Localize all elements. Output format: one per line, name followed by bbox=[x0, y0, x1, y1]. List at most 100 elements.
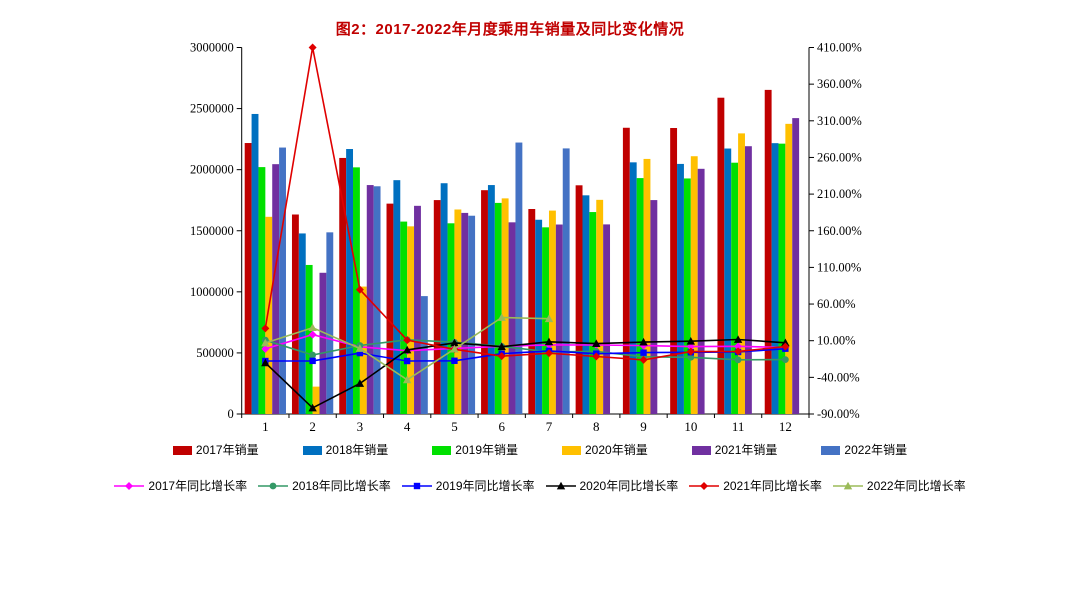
bar-2020年销量-m4 bbox=[407, 226, 415, 414]
legend-label-2022年销量: 2022年销量 bbox=[844, 443, 908, 457]
marker-2020年同比增长率-m8 bbox=[592, 339, 601, 348]
marker-2022年同比增长率-m7 bbox=[544, 314, 554, 323]
marker-2020年同比增长率-m7 bbox=[544, 337, 554, 346]
bar-series-2019年销量 bbox=[258, 143, 786, 414]
bar-2019年销量-m10 bbox=[683, 178, 691, 414]
legend-marker-2019年同比增长率 bbox=[413, 482, 420, 490]
marker-2020年同比增长率-m4 bbox=[402, 345, 412, 354]
bar-2018年销量-m1 bbox=[251, 113, 259, 415]
legend-item-2019年销量: 2019年销量 bbox=[432, 443, 518, 457]
bar-2018年销量-m10 bbox=[677, 163, 684, 414]
line-series-2020年同比增长率 bbox=[261, 335, 790, 412]
legend-line-swatch-2018年同比增长率 bbox=[258, 482, 289, 490]
bar-2018年销量-m7 bbox=[535, 219, 543, 414]
bar-2018年销量-m6 bbox=[487, 185, 495, 414]
marker-2021年同比增长率-m10 bbox=[686, 347, 695, 356]
bar-2020年销量-m2 bbox=[312, 386, 320, 414]
marker-2021年同比增长率-m12 bbox=[781, 342, 790, 351]
legend-swatch-2018年销量 bbox=[302, 445, 322, 455]
bar-2021年销量-m4 bbox=[414, 205, 421, 414]
bar-2020年销量-m9 bbox=[643, 158, 651, 414]
bar-2021年销量-m5 bbox=[461, 212, 469, 414]
legend-sales-row: 2017年销量 2018年销量 2019年销量 2020年销量 2021年销量 2022年… bbox=[0, 443, 1080, 457]
left-axis-tick-label: 1500000 bbox=[190, 224, 234, 238]
x-axis-label-month-2: 2 bbox=[309, 419, 316, 434]
bar-2019年销量-m5 bbox=[447, 223, 455, 414]
marker-2022年同比增长率-m2 bbox=[308, 323, 317, 332]
legend-label-2019年同比增长率: 2019年同比增长率 bbox=[435, 479, 535, 493]
line-path-2020年同比增长率 bbox=[264, 338, 786, 409]
x-axis-label-month-7: 7 bbox=[546, 419, 553, 434]
marker-2021年同比增长率-m11 bbox=[734, 347, 743, 356]
right-axis-tick-label: 360.00% bbox=[817, 77, 862, 91]
line-path-2021年同比增长率 bbox=[264, 47, 786, 361]
bar-2020年销量-m12 bbox=[785, 123, 793, 414]
bar-2021年销量-m10 bbox=[697, 168, 705, 414]
marker-2020年同比增长率-m11 bbox=[733, 335, 743, 343]
bar-2022年销量-m3 bbox=[373, 186, 381, 414]
bar-series-2018年销量 bbox=[251, 113, 779, 415]
bar-2019年销量-m9 bbox=[636, 178, 644, 414]
legend-swatch-2022年销量 bbox=[821, 445, 841, 455]
bar-2018年销量-m2 bbox=[298, 233, 306, 414]
marker-2020年同比增长率-m5 bbox=[450, 338, 459, 347]
marker-2018年同比增长率-m10 bbox=[687, 353, 695, 361]
bar-2020年销量-m7 bbox=[548, 210, 556, 414]
bar-2020年销量-m1 bbox=[265, 216, 273, 414]
bar-2019年销量-m7 bbox=[542, 227, 549, 414]
legend-label-2017年同比增长率: 2017年同比增长率 bbox=[148, 479, 248, 493]
marker-2022年同比增长率-m1 bbox=[261, 338, 270, 347]
bar-2018年销量-m4 bbox=[393, 180, 401, 414]
legend-line-swatch-2017年同比增长率 bbox=[114, 482, 145, 490]
legend-swatch-2021年销量 bbox=[691, 445, 711, 455]
bar-2017年销量-m11 bbox=[717, 97, 725, 415]
bar-2022年销量-m6 bbox=[515, 142, 523, 415]
legend-label-2020年销量: 2020年销量 bbox=[585, 443, 648, 457]
marker-2022年同比增长率-m4 bbox=[402, 375, 412, 384]
legend-item-2019年同比增长率: 2019年同比增长率 bbox=[401, 479, 535, 493]
marker-2021年同比增长率-m3 bbox=[355, 285, 364, 294]
bar-2021年销量-m8 bbox=[603, 224, 611, 414]
x-axis-label-month-10: 10 bbox=[684, 419, 697, 434]
x-axis-label-month-12: 12 bbox=[779, 419, 792, 434]
legend-growth-row: 2017年同比增长率 2018年同比增长率 2019年同比增长率 2020年同比增长率… bbox=[0, 479, 1080, 493]
bar-2021年销量-m9 bbox=[650, 200, 658, 414]
marker-2021年同比增长率-m4 bbox=[403, 336, 412, 345]
right-axis-tick-label: 210.00% bbox=[817, 187, 862, 201]
bar-2019年销量-m8 bbox=[589, 212, 597, 414]
legend-item-2022年同比增长率: 2022年同比增长率 bbox=[832, 479, 966, 493]
bar-2017年销量-m7 bbox=[528, 209, 536, 414]
legend-marker-2018年同比增长率 bbox=[269, 482, 277, 490]
legend-item-2020年同比增长率: 2020年同比增长率 bbox=[545, 479, 678, 493]
bar-2018年销量-m12 bbox=[771, 143, 779, 414]
marker-2017年同比增长率-m1 bbox=[261, 344, 270, 353]
bar-2022年销量-m1 bbox=[279, 147, 286, 415]
left-axis-tick-label: 3000000 bbox=[190, 41, 234, 55]
legend-swatch-2019年销量 bbox=[432, 445, 452, 455]
bar-2022年销量-m4 bbox=[420, 296, 428, 414]
bar-2020年销量-m10 bbox=[690, 156, 698, 415]
bar-2017年销量-m6 bbox=[481, 190, 488, 414]
bar-series-2020年销量 bbox=[265, 123, 793, 415]
bar-2017年销量-m2 bbox=[291, 214, 299, 414]
left-axis-tick-label: 2500000 bbox=[190, 102, 234, 116]
bar-2019年销量-m4 bbox=[400, 221, 408, 414]
bar-2021年销量-m1 bbox=[272, 164, 280, 414]
legend-marker-2017年同比增长率 bbox=[125, 482, 134, 490]
marker-2017年同比增长率-m11 bbox=[734, 342, 743, 351]
bar-2020年销量-m8 bbox=[596, 199, 604, 414]
marker-2019年同比增长率-m4 bbox=[403, 357, 411, 365]
x-axis-label-month-9: 9 bbox=[640, 419, 647, 434]
legend-item-2021年同比增长率: 2021年同比增长率 bbox=[689, 479, 822, 493]
x-axis-label-month-5: 5 bbox=[451, 419, 458, 434]
legend-item-2018年销量: 2018年销量 bbox=[302, 443, 388, 457]
left-axis-tick-label: 1000000 bbox=[190, 285, 234, 299]
bar-2019年销量-m11 bbox=[731, 162, 739, 414]
marker-2021年同比增长率-m9 bbox=[639, 355, 648, 364]
bar-2020年销量-m6 bbox=[501, 198, 509, 414]
bar-2017年销量-m5 bbox=[433, 200, 441, 414]
bar-2021年销量-m12 bbox=[792, 118, 800, 415]
legend-label-2018年同比增长率: 2018年同比增长率 bbox=[292, 479, 391, 493]
marker-2021年同比增长率-m6 bbox=[497, 352, 506, 361]
marker-2018年同比增长率-m12 bbox=[781, 356, 789, 364]
